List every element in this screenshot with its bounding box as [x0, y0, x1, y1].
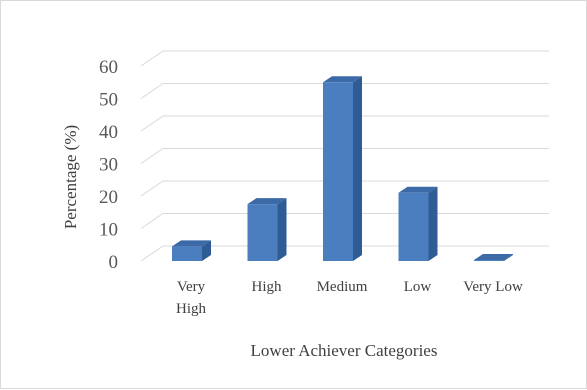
x-category-label: Very Low: [463, 279, 523, 295]
bar-high: [247, 198, 287, 261]
x-axis-title: Lower Achiever Categories: [251, 341, 438, 360]
gridlines: [140, 50, 549, 262]
y-tick-label: 40: [99, 122, 118, 143]
bar-top: [172, 240, 211, 247]
bar-side: [202, 240, 211, 261]
bar-front: [323, 82, 353, 261]
bar-top: [323, 76, 362, 83]
y-tick-label: 20: [99, 187, 118, 208]
bar-top: [474, 254, 513, 261]
bars: [172, 76, 513, 261]
x-category-label: Low: [404, 279, 432, 295]
y-tick-labels: 0 10 20 30 40 50 60: [99, 57, 118, 273]
gridline-60: [140, 50, 549, 67]
y-tick-label: 10: [99, 220, 118, 241]
y-axis-title: Percentage (%): [61, 125, 80, 229]
bar-top: [398, 186, 438, 193]
bar-medium: [323, 76, 362, 261]
y-tick-label: 0: [109, 252, 119, 273]
bar-very-high: [172, 240, 211, 261]
bar-front: [172, 246, 202, 261]
y-tick-label: 60: [99, 57, 118, 78]
bar-front: [247, 204, 278, 261]
gridline-40: [140, 115, 549, 132]
bar-top: [247, 198, 287, 205]
gridline-50: [140, 83, 549, 99]
gridline-20: [140, 180, 549, 197]
x-category-label: High: [176, 301, 207, 317]
bar-side: [428, 186, 438, 261]
bar-front: [474, 260, 504, 261]
bar-side: [277, 198, 287, 261]
y-tick-label: 50: [99, 90, 118, 111]
bar-side: [353, 76, 362, 261]
bar-very-low: [474, 254, 513, 261]
y-tick-label: 30: [99, 155, 118, 176]
x-category-label: Medium: [317, 279, 368, 295]
bar-front: [398, 192, 429, 261]
bar-low: [398, 186, 438, 261]
x-category-label: Very: [177, 279, 206, 295]
x-category-labels: Very High High Medium Low Very Low: [176, 279, 523, 317]
x-category-label: High: [252, 279, 283, 295]
bar-side: [504, 254, 513, 261]
gridline-30: [140, 148, 549, 164]
